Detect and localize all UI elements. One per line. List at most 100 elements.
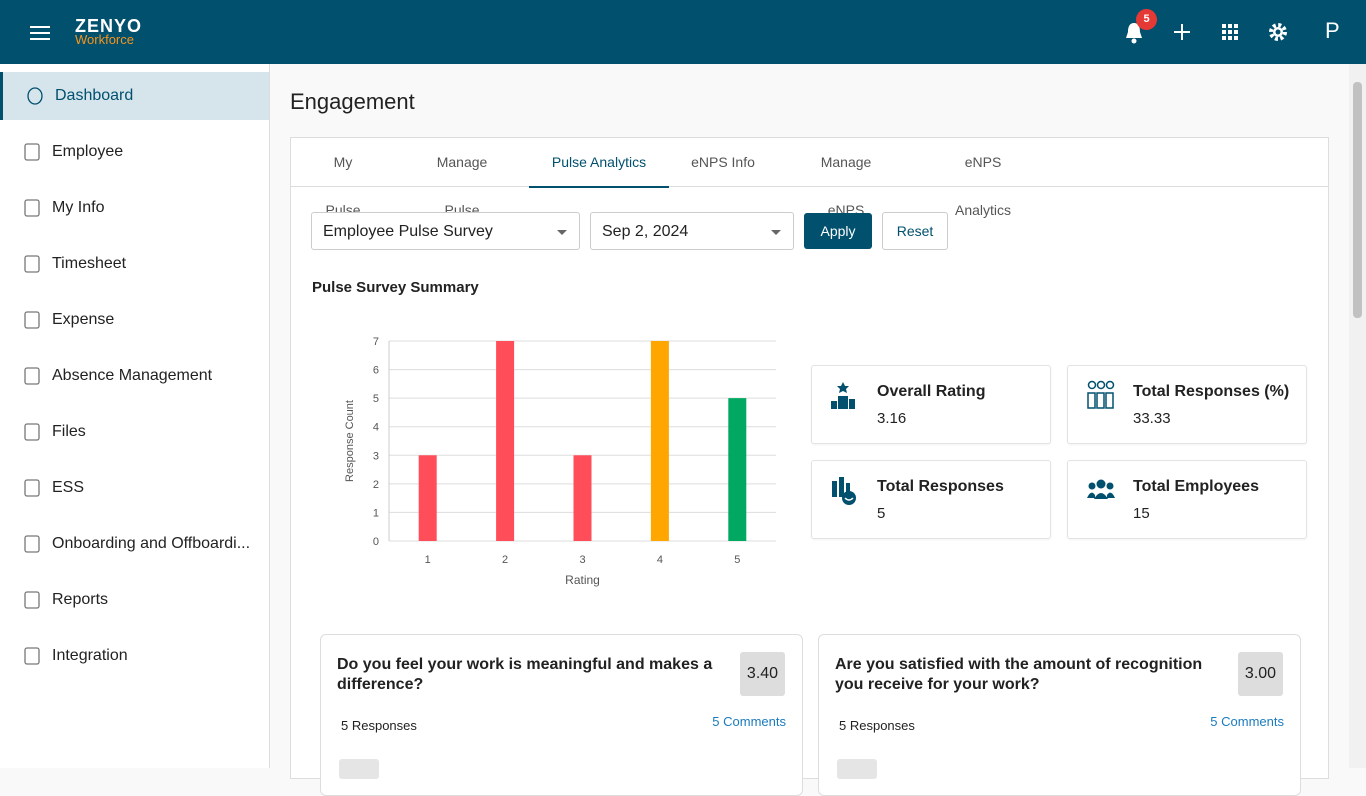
x-tick-label: 1 xyxy=(425,554,431,566)
nav-label: Integration xyxy=(52,647,128,664)
nav-label: Expense xyxy=(52,311,115,328)
comments-link[interactable]: 5 Comments xyxy=(712,714,786,729)
question-text: Are you satisfied with the amount of rec… xyxy=(835,656,1203,693)
scrollbar[interactable] xyxy=(1349,64,1366,768)
nav-item[interactable]: Absence Management xyxy=(0,352,269,400)
tab[interactable]: eNPS Info xyxy=(691,154,755,170)
nav-item[interactable]: Dashboard xyxy=(0,72,269,120)
stat-value: 5 xyxy=(877,505,886,522)
sidebar: Dashboard Employee My Info Timesheet Expense… xyxy=(0,64,270,768)
icon-shape xyxy=(24,479,40,497)
tab-bar: My Pulse Manage Pulse Pulse Analytics eNPS … xyxy=(291,138,1328,218)
nav-label: Dashboard xyxy=(55,87,134,104)
nav-item[interactable]: Files xyxy=(0,408,269,456)
nav-item[interactable]: Expense xyxy=(0,296,269,344)
tab[interactable]: Manage Pulse xyxy=(436,154,488,218)
bar xyxy=(573,455,592,541)
stat-value: 3.16 xyxy=(877,410,907,427)
question-score: 3.00 xyxy=(1238,652,1283,696)
x-tick-label: 4 xyxy=(657,554,663,566)
tab[interactable]: Pulse Analytics xyxy=(529,138,669,188)
stat-icon xyxy=(832,477,856,505)
tab[interactable]: Manage eNPS xyxy=(820,154,872,218)
nav-icon xyxy=(24,367,40,385)
x-tick-label: 2 xyxy=(502,554,508,566)
stat-card: Overall Rating 3.16 xyxy=(811,365,1051,444)
question-score: 3.40 xyxy=(740,652,785,696)
tab[interactable]: My Pulse xyxy=(325,154,361,218)
nav-icon xyxy=(24,255,40,273)
apply-button[interactable]: Apply xyxy=(804,213,872,249)
top-bar: ZENYO Workforce 5 P xyxy=(0,0,1366,64)
stat-card: Total Employees 15 xyxy=(1067,460,1307,539)
question-card: Do you feel your work is meaningful and … xyxy=(320,634,803,796)
nav-label: Absence Management xyxy=(52,367,213,384)
stat-label: Overall Rating xyxy=(877,383,986,400)
nav-icon xyxy=(27,87,43,105)
icon-shape xyxy=(24,591,40,609)
bar xyxy=(496,341,515,541)
bar xyxy=(418,455,437,541)
icon-shape xyxy=(24,199,40,217)
menu-button[interactable] xyxy=(30,26,50,40)
nav-label: ESS xyxy=(52,479,85,496)
scroll-thumb[interactable] xyxy=(1353,82,1362,318)
stat-label: Total Responses xyxy=(877,478,1004,495)
x-tick-label: 5 xyxy=(734,554,740,566)
icon-shape xyxy=(24,255,40,273)
question-text: Do you feel your work is meaningful and … xyxy=(337,656,713,693)
y-tick-label: 4 xyxy=(373,422,379,434)
logo-sub: Workforce xyxy=(75,32,134,47)
y-axis-label: Response Count xyxy=(344,400,356,482)
stat-icon xyxy=(831,382,855,409)
stat-icon xyxy=(1087,380,1115,409)
nav-item[interactable]: ESS xyxy=(0,464,269,512)
icon-shape xyxy=(24,423,40,441)
stat-label: Total Responses (%) xyxy=(1133,383,1290,400)
nav-label: Reports xyxy=(52,591,109,608)
nav-icon xyxy=(24,311,40,329)
y-tick-label: 7 xyxy=(373,336,379,348)
answer-chip xyxy=(339,759,379,779)
nav-icon xyxy=(24,423,40,441)
date-select[interactable]: Sep 2, 2024 xyxy=(590,212,794,250)
response-count: 5 Responses xyxy=(839,718,915,733)
avatar[interactable]: P xyxy=(1325,18,1340,43)
stat-card: Total Responses (%) 33.33 xyxy=(1067,365,1307,444)
x-tick-label: 3 xyxy=(579,554,585,566)
y-tick-label: 5 xyxy=(373,393,379,405)
settings-button[interactable] xyxy=(1268,22,1288,42)
icon-shape xyxy=(24,535,40,553)
bar-chart: 0 1 2 3 4 5 6 7 1 2 3 4 5 Rating Response Count xyxy=(344,336,776,587)
nav-item[interactable]: Integration xyxy=(0,632,269,680)
nav-icon xyxy=(24,591,40,609)
nav-item[interactable]: Timesheet xyxy=(0,240,269,288)
y-tick-label: 3 xyxy=(373,450,379,462)
apps-button[interactable] xyxy=(1222,24,1239,41)
comments-link[interactable]: 5 Comments xyxy=(1210,714,1284,729)
nav-item[interactable]: Onboarding and Offboardi... xyxy=(0,520,269,568)
icon-shape xyxy=(24,311,40,329)
survey-select[interactable]: Employee Pulse Survey xyxy=(311,212,580,250)
stat-icon xyxy=(1087,479,1115,499)
nav-icon xyxy=(24,143,40,161)
nav-label: Files xyxy=(52,423,86,440)
page-title: Engagement xyxy=(290,89,415,114)
nav-label: Employee xyxy=(52,143,124,160)
nav-item[interactable]: Reports xyxy=(0,576,269,624)
tab[interactable]: eNPS Analytics xyxy=(954,154,1012,218)
icon-shape xyxy=(24,367,40,385)
section-title: Pulse Survey Summary xyxy=(312,279,479,296)
nav-icon xyxy=(24,647,40,665)
nav-icon xyxy=(24,199,40,217)
add-button[interactable] xyxy=(1174,24,1190,40)
nav-item[interactable]: My Info xyxy=(0,184,269,232)
nav-item[interactable]: Employee xyxy=(0,128,269,176)
reset-button[interactable]: Reset xyxy=(882,212,948,250)
nav-label: My Info xyxy=(52,199,105,216)
notification-badge: 5 xyxy=(1136,9,1157,30)
answer-chip xyxy=(837,759,877,779)
y-tick-label: 1 xyxy=(373,507,379,519)
logo[interactable]: ZENYO xyxy=(75,16,143,36)
